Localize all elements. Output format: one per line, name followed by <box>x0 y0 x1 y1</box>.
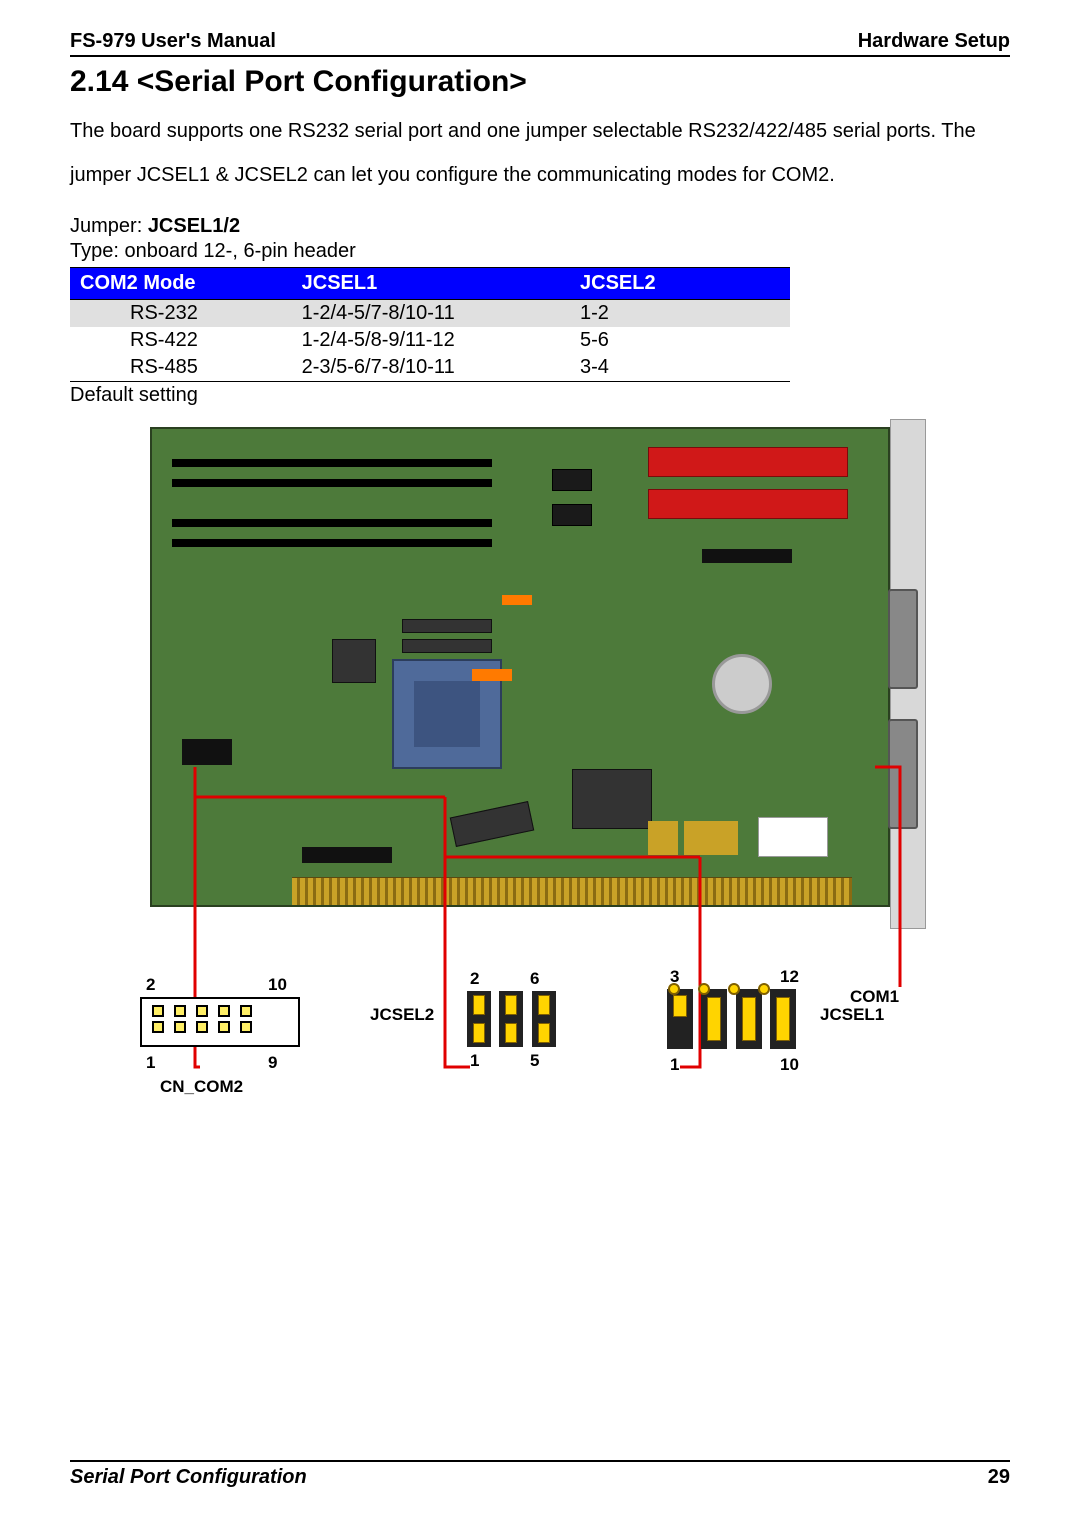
section-number: 2.14 <box>70 65 128 98</box>
component <box>552 469 592 491</box>
header-left: FS-979 User's Manual <box>70 30 276 53</box>
cncom2-pin-9: 9 <box>268 1053 277 1073</box>
jcsel2-block <box>465 991 558 1052</box>
cell: RS-485 <box>70 354 292 382</box>
pin-dot <box>698 983 710 995</box>
cell: 3-4 <box>570 354 790 382</box>
jcsel2-pin-5: 5 <box>530 1051 539 1071</box>
jcsel1-block <box>665 989 798 1054</box>
header-right: Hardware Setup <box>858 30 1010 53</box>
cell: 2-3/5-6/7-8/10-11 <box>292 354 570 382</box>
board-illustration: COM1 <box>140 427 940 907</box>
jcsel1-onboard <box>684 821 738 855</box>
component <box>502 595 532 605</box>
default-setting-note: Default setting <box>70 382 1010 407</box>
section-title: 2.14 <Serial Port Configuration> <box>70 65 1010 99</box>
dimm-slot <box>172 519 492 527</box>
coin-battery <box>712 654 772 714</box>
cell: RS-232 <box>70 300 292 328</box>
ide-header <box>648 489 848 519</box>
power-header <box>758 817 828 857</box>
io-port-serial <box>888 589 918 689</box>
jumper-table: COM2 Mode JCSEL1 JCSEL2 RS-232 1-2/4-5/7… <box>70 267 790 382</box>
footer-page: 29 <box>988 1466 1010 1489</box>
jcsel1-pin-12: 12 <box>780 967 799 987</box>
type-line: Type: onboard 12-, 6-pin header <box>70 240 1010 263</box>
header-pins <box>302 847 392 863</box>
jcsel2-pin-6: 6 <box>530 969 539 989</box>
chip <box>572 769 652 829</box>
dimm-slot <box>172 479 492 487</box>
jcsel2-pin-2: 2 <box>470 969 479 989</box>
io-port-serial2 <box>888 719 918 829</box>
component <box>552 504 592 526</box>
cncom2-pin-1: 1 <box>146 1053 155 1073</box>
page-header: FS-979 User's Manual Hardware Setup <box>70 30 1010 57</box>
jcsel2-pin-1: 1 <box>470 1051 479 1071</box>
col-com2-mode: COM2 Mode <box>70 268 292 300</box>
cell: RS-422 <box>70 327 292 354</box>
cncom2-pin-2: 2 <box>146 975 155 995</box>
pin-dot <box>728 983 740 995</box>
body-paragraph: The board supports one RS232 serial port… <box>70 109 1010 197</box>
jumper-prefix: Jumper: <box>70 215 148 237</box>
table-row: RS-422 1-2/4-5/8-9/11-12 5-6 <box>70 327 790 354</box>
jcsel2-onboard <box>648 821 678 855</box>
jumper-line: Jumper: JCSEL1/2 <box>70 215 1010 238</box>
page-footer: Serial Port Configuration 29 <box>70 1460 1010 1489</box>
chip <box>450 801 534 847</box>
table-row: RS-232 1-2/4-5/7-8/10-11 1-2 <box>70 300 790 328</box>
cell: 5-6 <box>570 327 790 354</box>
cn-com2-onboard <box>182 739 232 765</box>
pin-dot <box>758 983 770 995</box>
cell: 1-2 <box>570 300 790 328</box>
col-jcsel1: JCSEL1 <box>292 268 570 300</box>
dimm-slot <box>172 539 492 547</box>
pin-dot <box>668 983 680 995</box>
cell: 1-2/4-5/8-9/11-12 <box>292 327 570 354</box>
edge-connector <box>292 877 852 905</box>
pin-diagrams: 2 10 1 9 CN_COM2 2 6 JCSEL2 1 5 3 12 JCS… <box>140 947 940 1147</box>
chip <box>332 639 376 683</box>
jcsel1-pin-1: 1 <box>670 1055 679 1075</box>
cell: 1-2/4-5/7-8/10-11 <box>292 300 570 328</box>
section-name: <Serial Port Configuration> <box>137 65 527 98</box>
cn-com2-connector <box>140 997 300 1047</box>
jcsel1-label: JCSEL1 <box>820 1005 884 1025</box>
ide-header <box>648 447 848 477</box>
component <box>402 619 492 633</box>
cncom2-pin-10: 10 <box>268 975 287 995</box>
table-row: RS-485 2-3/5-6/7-8/10-11 3-4 <box>70 354 790 382</box>
pcb-board <box>150 427 890 907</box>
jumper-name: JCSEL1/2 <box>148 215 240 237</box>
jcsel1-pin-10: 10 <box>780 1055 799 1075</box>
cn-com2-label: CN_COM2 <box>160 1077 243 1097</box>
component <box>402 639 492 653</box>
footer-title: Serial Port Configuration <box>70 1466 307 1489</box>
dimm-slot <box>172 459 492 467</box>
col-jcsel2: JCSEL2 <box>570 268 790 300</box>
component <box>472 669 512 681</box>
jcsel2-label: JCSEL2 <box>370 1005 434 1025</box>
header-pins <box>702 549 792 563</box>
